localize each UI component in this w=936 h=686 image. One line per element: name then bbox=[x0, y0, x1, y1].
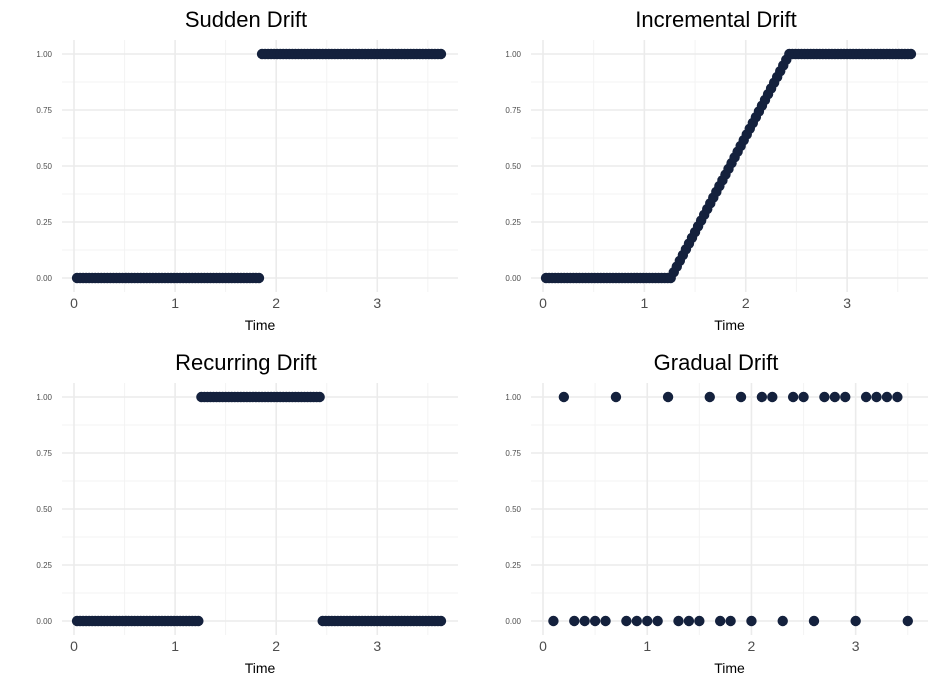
y-tick-label: 0.50 bbox=[36, 505, 52, 514]
data-point bbox=[725, 615, 736, 627]
x-tick-label: 2 bbox=[272, 295, 280, 311]
y-tick-label: 0.00 bbox=[36, 617, 52, 626]
data-point bbox=[642, 615, 653, 627]
panel-title: Incremental Drift bbox=[635, 7, 796, 32]
data-point bbox=[881, 391, 893, 403]
data-point bbox=[829, 391, 841, 403]
x-tick-label: 0 bbox=[539, 295, 547, 311]
x-tick-label: 0 bbox=[70, 295, 78, 311]
data-point bbox=[756, 391, 768, 403]
data-point bbox=[767, 391, 778, 403]
x-tick-label: 3 bbox=[373, 295, 381, 311]
y-tick-label: 0.50 bbox=[505, 505, 521, 514]
x-tick-label: 3 bbox=[852, 638, 860, 654]
y-tick-label: 0.75 bbox=[36, 106, 52, 115]
panel-title: Recurring Drift bbox=[175, 350, 317, 375]
y-tick-label: 0.50 bbox=[36, 162, 52, 171]
y-tick-label: 1.00 bbox=[36, 393, 52, 402]
data-point bbox=[902, 615, 913, 627]
data-point bbox=[314, 391, 325, 403]
data-point bbox=[871, 391, 882, 403]
y-tick-label: 0.25 bbox=[36, 218, 52, 227]
data-point bbox=[746, 615, 757, 627]
x-tick-label: 1 bbox=[643, 638, 651, 654]
x-tick-label: 3 bbox=[843, 295, 851, 311]
x-tick-label: 2 bbox=[272, 638, 280, 654]
data-point bbox=[840, 391, 851, 403]
panel-title: Sudden Drift bbox=[185, 7, 307, 32]
data-point bbox=[569, 615, 580, 627]
x-tick-label: 3 bbox=[373, 638, 381, 654]
x-tick-label: 2 bbox=[742, 295, 750, 311]
panel-recurring-drift: 0.00 0.25 0.50 0.75 1.00 0 1 2 3 Recurring Drift T… bbox=[36, 350, 458, 676]
x-axis-label: Time bbox=[245, 660, 276, 676]
y-tick-label: 0.50 bbox=[505, 162, 521, 171]
panel-title: Gradual Drift bbox=[654, 350, 779, 375]
data-point bbox=[777, 615, 788, 627]
data-point bbox=[253, 272, 265, 284]
data-point bbox=[905, 48, 917, 60]
data-point bbox=[808, 615, 820, 627]
data-point bbox=[714, 615, 726, 627]
data-point bbox=[694, 615, 705, 627]
x-tick-label: 1 bbox=[171, 295, 179, 311]
y-tick-label: 1.00 bbox=[505, 50, 521, 59]
x-axis-label: Time bbox=[714, 317, 745, 333]
y-tick-label: 0.00 bbox=[505, 617, 521, 626]
data-point bbox=[798, 391, 809, 403]
panel-incremental-drift: 0.00 0.25 0.50 0.75 1.00 0 1 2 3 Incremental Drif… bbox=[505, 7, 928, 333]
data-point bbox=[704, 391, 715, 403]
data-point bbox=[860, 391, 872, 403]
data-point bbox=[600, 615, 611, 627]
x-tick-label: 1 bbox=[640, 295, 648, 311]
data-point bbox=[193, 615, 204, 627]
y-tick-label: 0.75 bbox=[36, 449, 52, 458]
data-point bbox=[558, 391, 570, 403]
x-axis-label: Time bbox=[714, 660, 745, 676]
x-tick-label: 0 bbox=[539, 638, 547, 654]
data-point bbox=[589, 615, 601, 627]
panel-gradual-drift: 0.00 0.25 0.50 0.75 1.00 0 1 2 3 Gradual Drift Tim… bbox=[505, 350, 928, 676]
x-tick-label: 2 bbox=[748, 638, 756, 654]
data-point bbox=[735, 391, 747, 403]
data-point bbox=[850, 615, 861, 627]
x-axis-label: Time bbox=[245, 317, 276, 333]
data-point bbox=[621, 615, 632, 627]
panel-sudden-drift: 0.00 0.25 0.50 0.75 1.00 0 1 2 3 Sudden Drift Time bbox=[36, 7, 458, 333]
data-point bbox=[819, 391, 830, 403]
y-tick-label: 0.75 bbox=[505, 106, 521, 115]
x-tick-label: 1 bbox=[171, 638, 179, 654]
y-tick-label: 1.00 bbox=[505, 393, 521, 402]
data-point bbox=[787, 391, 799, 403]
data-point bbox=[435, 48, 447, 60]
y-tick-label: 0.25 bbox=[36, 561, 52, 570]
y-tick-label: 0.00 bbox=[36, 274, 52, 283]
y-tick-label: 0.75 bbox=[505, 449, 521, 458]
data-point bbox=[579, 615, 590, 627]
data-point bbox=[435, 615, 447, 627]
data-point bbox=[548, 615, 559, 627]
data-point bbox=[683, 615, 695, 627]
data-point bbox=[892, 391, 903, 403]
y-tick-label: 0.25 bbox=[505, 218, 521, 227]
data-point bbox=[610, 391, 622, 403]
y-tick-label: 1.00 bbox=[36, 50, 52, 59]
data-point bbox=[652, 615, 663, 627]
data-point bbox=[673, 615, 684, 627]
y-tick-label: 0.25 bbox=[505, 561, 521, 570]
y-tick-label: 0.00 bbox=[505, 274, 521, 283]
data-point bbox=[662, 391, 674, 403]
data-point bbox=[631, 615, 643, 627]
x-tick-label: 0 bbox=[70, 638, 78, 654]
